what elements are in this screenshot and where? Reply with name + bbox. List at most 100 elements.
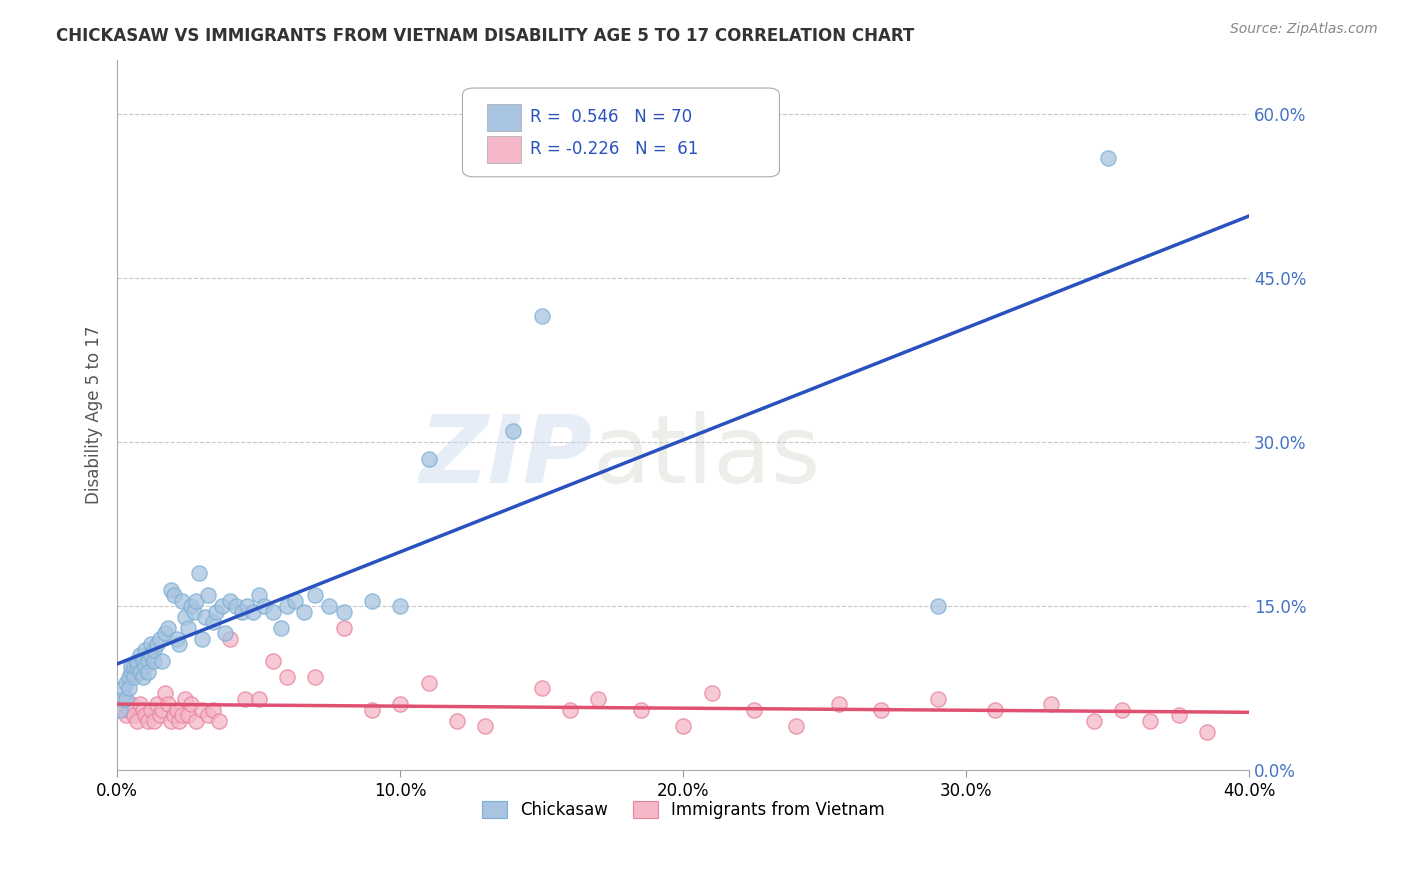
Point [141,648,163,663]
Point [389,599,412,613]
Point [117,681,139,695]
Point [174,692,197,706]
Point [197,588,219,602]
Point [588,692,610,706]
Point [1040,698,1063,712]
Point [131,703,153,717]
Point [231,605,253,619]
Point [155,626,177,640]
Point [202,703,225,717]
Point [169,637,191,651]
Point [143,654,166,668]
Text: atlas: atlas [593,411,821,503]
Point [180,599,202,613]
Point [122,708,145,723]
Point [152,703,174,717]
Point [1097,151,1119,165]
Point [111,692,134,706]
Point [114,708,136,723]
Point [242,605,264,619]
Point [157,698,180,712]
Point [270,621,292,635]
Point [160,582,183,597]
Point [247,588,270,602]
Point [149,632,172,646]
Point [1083,714,1105,728]
Point [214,626,236,640]
Point [233,692,256,706]
Point [191,632,214,646]
Point [134,708,156,723]
Text: R = -0.226   N =  61: R = -0.226 N = 61 [530,140,699,158]
Point [502,424,524,438]
Point [120,698,142,712]
Point [125,654,148,668]
Point [108,703,131,717]
Point [136,665,159,679]
Point [927,692,949,706]
Point [117,670,139,684]
Point [211,599,233,613]
Text: CHICKASAW VS IMMIGRANTS FROM VIETNAM DISABILITY AGE 5 TO 17 CORRELATION CHART: CHICKASAW VS IMMIGRANTS FROM VIETNAM DIS… [56,27,914,45]
Point [134,659,156,673]
Point [870,703,893,717]
Point [332,605,354,619]
Point [530,310,553,324]
Point [983,703,1005,717]
Point [247,692,270,706]
Point [143,642,166,657]
Point [318,599,340,613]
Point [177,708,200,723]
Point [742,703,765,717]
Text: ZIP: ZIP [420,411,593,503]
Point [125,659,148,673]
Point [163,708,186,723]
Point [1139,714,1161,728]
Point [174,610,197,624]
Point [304,588,326,602]
Text: Source: ZipAtlas.com: Source: ZipAtlas.com [1230,22,1378,37]
Point [108,698,131,712]
Point [186,593,208,607]
Point [530,681,553,695]
Point [122,670,145,684]
Point [332,621,354,635]
Point [146,698,169,712]
Point [157,621,180,635]
Point [136,654,159,668]
Point [672,719,695,733]
Point [125,714,148,728]
Point [194,610,217,624]
Point [700,686,723,700]
Point [111,681,134,695]
Point [128,698,150,712]
Point [188,566,211,581]
Point [361,703,384,717]
Point [630,703,652,717]
Point [136,714,159,728]
Bar [488,136,522,162]
Point [225,599,247,613]
Point [163,588,186,602]
Point [172,593,194,607]
Point [828,698,851,712]
Point [253,599,276,613]
Point [134,642,156,657]
Point [474,719,496,733]
Point [284,593,307,607]
Point [160,714,183,728]
Point [172,708,194,723]
Point [1111,703,1133,717]
Point [219,632,242,646]
Point [122,659,145,673]
Point [197,708,219,723]
Point [180,698,202,712]
Text: R =  0.546   N = 70: R = 0.546 N = 70 [530,108,693,126]
Point [191,703,214,717]
Point [169,714,191,728]
Point [785,719,807,733]
Point [208,714,231,728]
Point [558,703,581,717]
Point [446,714,468,728]
Point [418,451,440,466]
